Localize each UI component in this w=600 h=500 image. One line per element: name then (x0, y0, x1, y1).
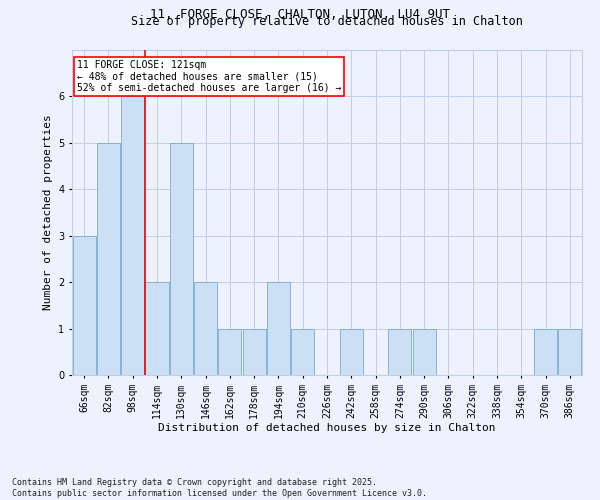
Bar (73, 236, 95, 375)
Bar (559, 328, 581, 375)
X-axis label: Distribution of detached houses by size in Chalton: Distribution of detached houses by size … (158, 424, 496, 434)
Text: 11, FORGE CLOSE, CHALTON, LUTON, LU4 9UT: 11, FORGE CLOSE, CHALTON, LUTON, LU4 9UT (150, 8, 450, 20)
Bar (388, 328, 412, 375)
Bar (534, 328, 557, 375)
Bar (170, 143, 193, 375)
Bar (194, 282, 217, 375)
Bar (413, 328, 436, 375)
Bar (242, 328, 266, 375)
Bar (121, 96, 144, 375)
Bar (97, 143, 120, 375)
Bar (291, 328, 314, 375)
Bar (340, 328, 363, 375)
Bar (267, 282, 290, 375)
Y-axis label: Number of detached properties: Number of detached properties (43, 114, 53, 310)
Text: 11 FORGE CLOSE: 121sqm
← 48% of detached houses are smaller (15)
52% of semi-det: 11 FORGE CLOSE: 121sqm ← 48% of detached… (77, 60, 341, 93)
Text: Contains HM Land Registry data © Crown copyright and database right 2025.
Contai: Contains HM Land Registry data © Crown c… (12, 478, 427, 498)
Title: Size of property relative to detached houses in Chalton: Size of property relative to detached ho… (131, 15, 523, 28)
Bar (218, 328, 241, 375)
Bar (145, 282, 169, 375)
